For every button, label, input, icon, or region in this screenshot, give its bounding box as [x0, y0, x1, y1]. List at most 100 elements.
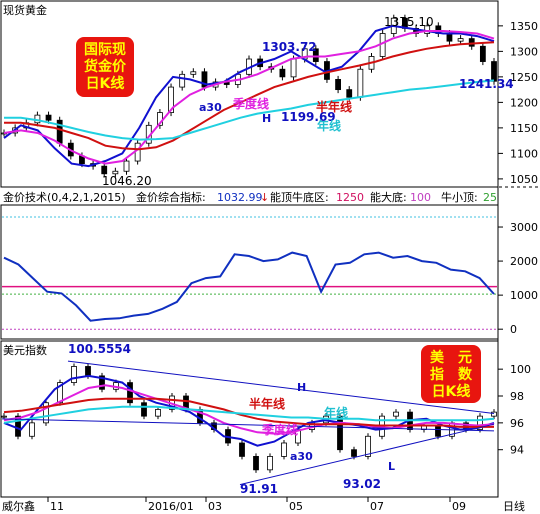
gold-candle-body [457, 38, 464, 42]
gold-candle-body [112, 170, 119, 175]
indicator-header: 金价技术(0,4,2,1,2015) 金价综合指标: 1032.99 ↓ 能顶牛… [3, 190, 497, 204]
gold-ytick-label: 1150 [510, 122, 538, 135]
top-bottom-value: 1250 [336, 191, 364, 204]
usd-candle-body [141, 402, 147, 417]
usd-plot [1, 360, 497, 486]
gold-badge-line2: 货金价 [83, 58, 127, 75]
usd-candle-body [351, 449, 357, 457]
usd-ytick-label: 96 [510, 417, 524, 430]
usd-trend-L [239, 423, 495, 486]
label-year-gold: 年线 [317, 118, 341, 133]
usd-candle-body [29, 422, 35, 437]
indicator-series-line [3, 251, 495, 322]
gold-candle-body [446, 33, 453, 42]
axes: 1050 1100 1150 1200 1250 1300 1350 0 1000 2000 300… [47, 20, 538, 513]
label-100-5554: 100.5554 [68, 342, 131, 356]
indicator-ytick-label: 3000 [510, 221, 538, 234]
top-bottom-label: 能顶牛底区: [270, 190, 329, 204]
gold-ytick-label: 1300 [510, 45, 538, 58]
label-season-usd: 季度线 [261, 422, 298, 437]
usd-candle-body [239, 442, 245, 457]
label-1303: 1303.72 [262, 40, 317, 54]
usd-candle-body [155, 409, 161, 417]
label-halfyear-usd: 半年线 [249, 396, 285, 411]
gold-ytick-label: 1100 [510, 147, 538, 160]
usd-badge-line2: 指 数 [430, 366, 473, 383]
x-tick-label: 03 [208, 500, 222, 513]
label-1241: 1241.34 [459, 77, 514, 91]
usd-series-line [3, 405, 495, 424]
indicator-ytick-label: 0 [510, 323, 517, 336]
usd-candle-body [99, 375, 105, 390]
label-93-02: 93.02 [343, 477, 381, 491]
label-1046: 1046.20 [102, 174, 152, 188]
indicator-index-value: 1032.99 [217, 191, 263, 204]
x-tick-label: 2016/01 [148, 500, 194, 513]
gold-plot [1, 14, 497, 178]
gold-candle-body [424, 25, 431, 34]
indicator-arrow: ↓ [260, 191, 269, 204]
gold-candle-body [357, 68, 364, 98]
usd-candle-body [393, 411, 399, 417]
gold-ytick-label: 1050 [510, 173, 538, 186]
indicator-ytick-label: 1000 [510, 289, 538, 302]
small-top-value: 25 [483, 191, 497, 204]
label-season-gold: 季度线 [232, 96, 269, 111]
usd-candle-body [15, 415, 21, 437]
gold-badge-line1: 国际现 [84, 42, 126, 58]
gold-candle-body [168, 86, 174, 113]
usd-badge-line1: 美 元 [430, 349, 472, 366]
gold-series-line [4, 79, 495, 141]
gold-candles [1, 14, 497, 178]
usd-candle-body [267, 456, 273, 471]
label-H-gold: H [262, 112, 271, 125]
usd-trend-mid [1, 418, 495, 432]
x-tick-label: 09 [452, 500, 466, 513]
gold-ytick-label: 1250 [510, 71, 538, 84]
usd-candle-body [435, 425, 441, 437]
gold-ytick-label: 1200 [510, 96, 538, 109]
big-bottom-label: 能大底: [370, 190, 407, 204]
usd-candle-body [253, 456, 259, 471]
usd-candle-body [71, 366, 77, 383]
label-a30-gold: a30 [199, 101, 222, 114]
gold-series-line [3, 30, 495, 165]
usd-ytick-label: 94 [510, 444, 524, 457]
label-L-usd: L [388, 460, 395, 473]
brand-label: 威尔鑫 [2, 499, 35, 513]
usd-series-line [3, 397, 494, 428]
gold-candle-body [290, 58, 297, 78]
usd-candle-body [127, 382, 133, 404]
x-tick-label: 07 [370, 500, 384, 513]
gold-candle-body [479, 45, 486, 62]
gold-badge-line3: 日K线 [86, 75, 125, 92]
big-bottom-value: 100 [410, 191, 431, 204]
usd-badge-bg [421, 345, 481, 403]
gold-ytick-label: 1350 [510, 20, 538, 33]
gold-candle-body [179, 73, 186, 88]
indicator-plot [2, 216, 497, 330]
usd-candle-body [281, 442, 287, 457]
label-year-usd: 年线 [324, 405, 348, 420]
usd-candle-body [337, 415, 343, 451]
usd-candle-body [477, 415, 483, 430]
gold-badge: 国际现 货金价 日K线 [76, 37, 134, 97]
gold-badge-bg [76, 37, 134, 97]
usd-candle-body [491, 411, 497, 417]
gold-candle-body [45, 114, 52, 121]
gold-candle-body [346, 89, 353, 98]
window-title: 现货黄金 [3, 3, 47, 17]
usd-candle-body [1, 415, 7, 418]
small-top-label: 牛小顶: [441, 190, 478, 204]
gold-candle-body [123, 160, 130, 172]
gold-series-line [3, 24, 495, 168]
usd-title: 美元指数 [3, 343, 47, 357]
usd-badge-line3: 日K线 [432, 383, 471, 400]
usd-badge: 美 元 指 数 日K线 [421, 345, 481, 403]
gold-candle-body [279, 68, 286, 78]
gold-candle-body [134, 142, 141, 162]
usd-candle-body [85, 366, 91, 377]
label-halfyear-gold: 半年线 [316, 99, 352, 114]
usd-candle-body [365, 435, 371, 457]
label-91-91: 91.91 [240, 482, 278, 496]
